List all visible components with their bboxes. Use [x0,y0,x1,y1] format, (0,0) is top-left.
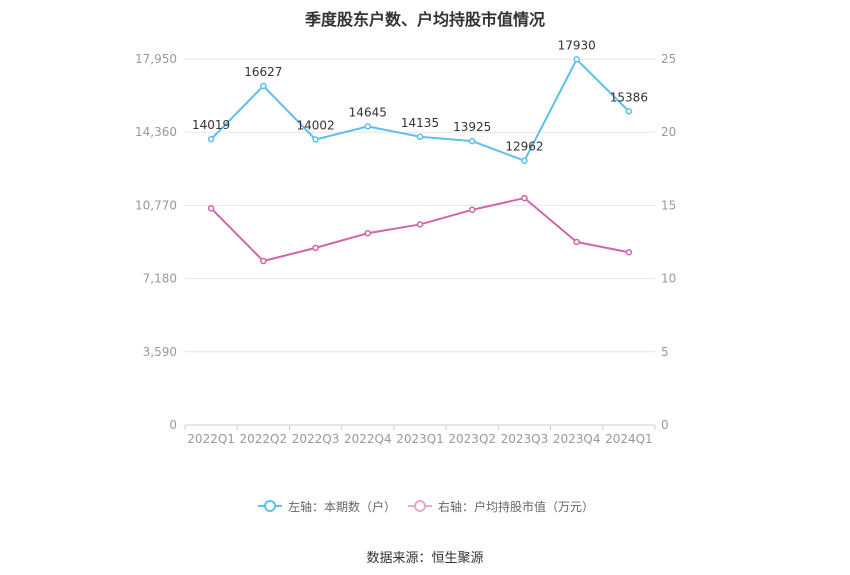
right-series-point [468,206,476,214]
left-series-point [625,108,633,115]
data-label: 13925 [453,120,491,134]
data-source-note: 数据来源：恒生聚源 [366,551,484,566]
data-label: 12962 [505,140,543,154]
legend-left-marker-icon [258,499,282,513]
left-series-point [416,133,424,141]
y-left-tick-label: 14,360 [135,125,177,139]
x-tick-label: 2022Q3 [292,432,340,446]
left-series-point [468,137,476,145]
left-series-point [364,123,372,130]
right-series-point [312,244,319,252]
y-right-tick-label: 25 [661,52,676,66]
left-series-point [573,56,580,63]
y-right-tick-label: 20 [661,125,676,139]
y-left-tick-label: 0 [169,418,177,432]
x-tick-label: 2022Q2 [240,432,288,446]
data-label: 14135 [401,116,439,130]
data-label: 14002 [296,118,334,132]
legend-item-left-series[interactable]: 左轴：本期数（户） [258,497,396,515]
x-tick-label: 2023Q4 [553,432,601,446]
left-series-point [260,82,267,90]
x-tick-label: 2023Q2 [448,432,496,446]
data-label: 17930 [558,38,596,52]
data-label: 16627 [244,65,282,79]
legend-right-marker-icon [408,499,432,513]
right-series-point [416,221,424,228]
x-tick-label: 2022Q1 [187,432,235,446]
right-series-point [625,248,633,256]
x-tick-label: 2023Q3 [501,432,549,446]
data-label: 14645 [349,105,387,119]
left-series-point [207,135,215,143]
right-series-point [573,238,580,246]
y-right-tick-label: 15 [661,198,676,212]
data-label: 15386 [610,90,648,104]
right-series-line [210,197,630,263]
x-tick-label: 2022Q4 [344,432,392,446]
legend-right-label: 右轴：户均持股市值（万元） [438,499,595,514]
left-series-point [312,136,319,143]
y-left-tick-label: 10,770 [135,198,177,212]
data-label: 14019 [192,118,230,132]
right-series-point [260,257,267,265]
x-tick-label: 2024Q1 [605,432,653,446]
chart-title: 季度股东户数、户均持股市值情况 [304,10,545,29]
legend-item-right-series[interactable]: 右轴：户均持股市值（万元） [408,497,594,515]
legend-left-label: 左轴：本期数（户） [288,499,397,514]
y-left-tick-label: 7,180 [143,272,177,286]
y-right-tick-label: 5 [661,345,669,359]
y-left-tick-label: 17,950 [135,52,177,66]
y-right-tick-label: 0 [661,418,669,432]
left-series-point [521,157,528,164]
y-left-tick-label: 3,590 [143,345,177,359]
right-series-point [521,194,528,202]
right-series-point [207,205,215,212]
right-series-point [364,229,372,237]
y-right-tick-label: 10 [661,272,676,286]
x-tick-label: 2023Q1 [396,432,444,446]
